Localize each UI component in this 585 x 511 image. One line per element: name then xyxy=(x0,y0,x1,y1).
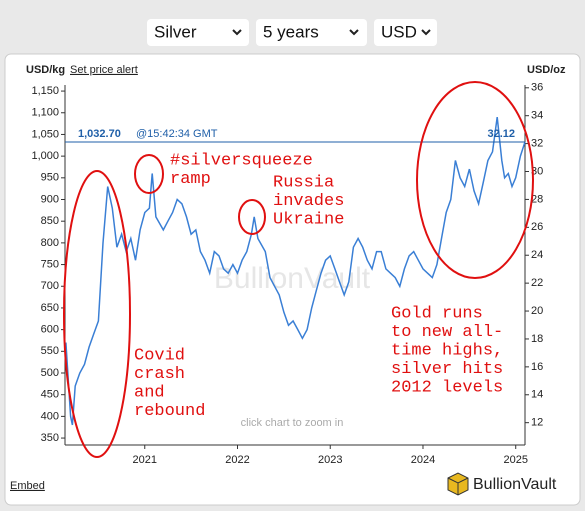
watermark: BullionVault xyxy=(214,262,371,295)
y-tick-label: 900 xyxy=(41,193,59,205)
y2-tick-label: 22 xyxy=(531,277,543,289)
zoom-hint: click chart to zoom in xyxy=(241,417,344,429)
current-price-time: @15:42:34 GMT xyxy=(136,128,218,140)
currency-select-text[interactable]: USD xyxy=(381,22,417,41)
annotation: crash xyxy=(134,365,185,384)
x-tick-label: 2023 xyxy=(318,454,342,466)
y-tick-label: 1,050 xyxy=(31,128,59,140)
y-tick-label: 700 xyxy=(41,280,59,292)
caret xyxy=(232,29,242,36)
y2-tick-label: 12 xyxy=(531,417,543,429)
y-tick-label: 550 xyxy=(41,345,59,357)
caret xyxy=(421,29,431,36)
annotation: invades xyxy=(273,192,344,211)
annotation: ramp xyxy=(170,170,211,189)
x-tick-label: 2025 xyxy=(503,454,527,466)
annotation: Ukraine xyxy=(273,210,344,229)
logo: BullionVault xyxy=(447,472,557,496)
highlight-ellipse xyxy=(238,199,266,235)
y-tick-label: 950 xyxy=(41,172,59,184)
current-price-label: 1,032.70 xyxy=(78,128,121,140)
current-oz-label: 32.12 xyxy=(487,128,515,140)
annotation: Gold runs xyxy=(391,304,483,323)
x-tick-label: 2021 xyxy=(133,454,157,466)
metal-select-text[interactable]: Silver xyxy=(154,22,197,41)
price-line xyxy=(65,116,526,426)
x-tick-label: 2024 xyxy=(411,454,435,466)
y2-tick-label: 14 xyxy=(531,389,543,401)
period-select[interactable] xyxy=(256,19,367,46)
left-unit: USD/kg xyxy=(26,64,65,76)
annotation: Covid xyxy=(134,346,185,365)
highlight-ellipse xyxy=(416,81,534,279)
y-tick-label: 1,100 xyxy=(31,107,59,119)
period-select-text[interactable]: 5 years xyxy=(263,22,319,41)
annotation: and xyxy=(134,383,165,402)
embed-link[interactable]: Embed xyxy=(10,480,45,492)
annotation: time highs, xyxy=(391,341,503,360)
y-tick-label: 1,000 xyxy=(31,150,59,162)
y2-tick-label: 26 xyxy=(531,221,543,233)
y2-tick-label: 30 xyxy=(531,165,543,177)
y-tick-label: 600 xyxy=(41,324,59,336)
annotation: #silversqueeze xyxy=(170,151,313,170)
highlight-ellipse xyxy=(134,154,164,194)
y-tick-label: 750 xyxy=(41,258,59,270)
x-tick-label: 2022 xyxy=(225,454,249,466)
panel xyxy=(4,53,581,506)
y-tick-label: 500 xyxy=(41,367,59,379)
y2-tick-label: 16 xyxy=(531,361,543,373)
y-tick-label: 400 xyxy=(41,410,59,422)
y2-tick-label: 18 xyxy=(531,333,543,345)
y-tick-label: 800 xyxy=(41,237,59,249)
logo-cube-edge xyxy=(447,477,469,495)
metal-select[interactable] xyxy=(147,19,249,46)
y2-tick-label: 20 xyxy=(531,305,543,317)
annotation: Russia xyxy=(273,173,334,192)
y-tick-label: 850 xyxy=(41,215,59,227)
y2-tick-label: 34 xyxy=(531,110,543,122)
highlight-ellipse xyxy=(63,170,131,458)
y-tick-label: 1,150 xyxy=(31,85,59,97)
annotation: 2012 levels xyxy=(391,378,503,397)
y2-tick-label: 32 xyxy=(531,138,543,150)
currency-select[interactable] xyxy=(374,19,437,46)
y-tick-label: 450 xyxy=(41,389,59,401)
annotation: silver hits xyxy=(391,360,503,379)
y2-tick-label: 36 xyxy=(531,82,543,94)
y-tick-label: 650 xyxy=(41,302,59,314)
annotation: to new all- xyxy=(391,323,503,342)
y2-tick-label: 24 xyxy=(531,249,543,261)
y2-tick-label: 28 xyxy=(531,193,543,205)
price-alert-link[interactable]: Set price alert xyxy=(70,64,138,76)
right-unit: USD/oz xyxy=(527,64,566,76)
caret xyxy=(349,29,359,36)
logo-text: BullionVault xyxy=(473,476,557,493)
y-tick-label: 350 xyxy=(41,432,59,444)
annotation: rebound xyxy=(134,402,205,421)
